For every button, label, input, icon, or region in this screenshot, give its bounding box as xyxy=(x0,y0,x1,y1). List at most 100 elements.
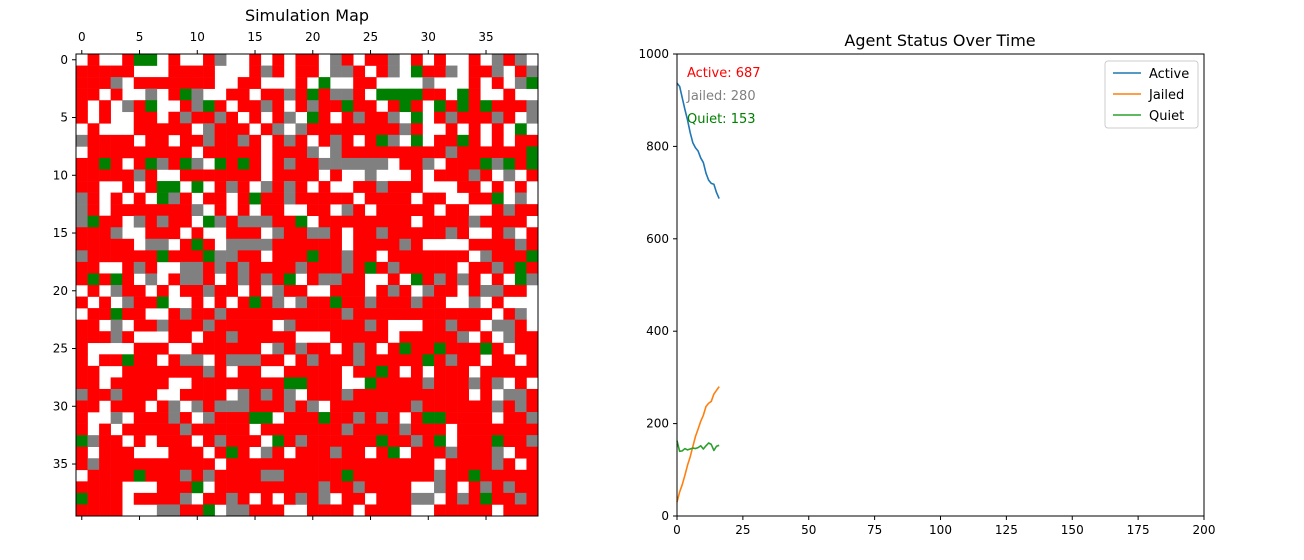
map-cell xyxy=(179,169,192,182)
map-cell xyxy=(318,388,331,401)
map-cell xyxy=(514,423,527,436)
map-cell xyxy=(445,134,458,147)
map-cell xyxy=(364,215,377,228)
map-cell xyxy=(191,181,204,193)
map-cell xyxy=(468,181,481,193)
map-cell xyxy=(191,88,204,101)
map-cell xyxy=(480,365,493,378)
map-cell xyxy=(214,181,227,193)
map-cell xyxy=(387,238,400,251)
map-cell xyxy=(145,377,158,390)
map-cell xyxy=(156,134,169,147)
map-cell xyxy=(434,388,446,401)
map-cell xyxy=(237,296,250,309)
map-cell xyxy=(445,412,458,424)
simulation-map-title: Simulation Map xyxy=(245,6,369,25)
map-cell xyxy=(376,238,389,251)
map-cell xyxy=(110,169,123,182)
map-cell xyxy=(179,192,192,205)
map-cell xyxy=(76,192,88,205)
map-cell xyxy=(237,77,250,89)
map-cell xyxy=(249,134,262,147)
map-cell xyxy=(307,319,319,332)
map-cell xyxy=(353,204,366,216)
map-cell xyxy=(145,146,158,159)
map-cell xyxy=(249,238,262,251)
map-cell xyxy=(295,261,308,274)
map-cell xyxy=(237,481,250,494)
map-cell xyxy=(445,400,458,413)
map-cell xyxy=(526,250,539,263)
map-cell xyxy=(341,250,354,263)
map-cell xyxy=(353,261,366,274)
map-cell xyxy=(191,469,204,482)
map-cell xyxy=(341,157,354,170)
map-cell xyxy=(87,319,100,332)
map-cell xyxy=(168,192,181,205)
map-cell xyxy=(203,365,215,378)
map-cell xyxy=(353,111,366,124)
map-cell xyxy=(156,146,169,159)
map-cell xyxy=(179,423,192,436)
legend-box xyxy=(1104,60,1199,129)
line-x-tick-label: 25 xyxy=(735,523,750,537)
map-cell xyxy=(76,227,88,240)
map-cell xyxy=(156,377,169,390)
line-x-tick-label: 175 xyxy=(1127,523,1150,537)
map-cell xyxy=(168,365,181,378)
map-cell xyxy=(422,273,435,286)
map-cell xyxy=(76,365,88,378)
map-cell xyxy=(307,88,319,101)
map-cell xyxy=(260,100,273,113)
map-cell xyxy=(214,157,227,170)
map-cell xyxy=(110,446,123,459)
map-cell xyxy=(399,204,412,216)
map-cell xyxy=(226,215,238,228)
map-cell xyxy=(226,435,238,447)
map-cell xyxy=(353,227,366,240)
map-cell xyxy=(503,504,516,517)
map-cell xyxy=(110,77,123,89)
map-cell xyxy=(203,458,215,471)
simulation-map-x-ticks: 0 5 10 15 20 25 30 35 xyxy=(78,30,494,520)
map-cell xyxy=(330,215,342,228)
map-cell xyxy=(526,273,539,286)
line-x-tick-label: 100 xyxy=(929,523,952,537)
map-cell xyxy=(341,388,354,401)
map-cell xyxy=(503,388,516,401)
map-cell xyxy=(145,492,158,505)
map-cell xyxy=(76,354,88,367)
map-cell xyxy=(445,65,458,78)
map-cell xyxy=(468,285,481,297)
map-cell xyxy=(422,146,435,159)
map-cell xyxy=(468,377,481,390)
map-cell xyxy=(526,435,539,447)
map-cell xyxy=(376,111,389,124)
map-cell xyxy=(341,285,354,297)
map-cell xyxy=(457,365,469,378)
map-cell xyxy=(364,388,377,401)
map-cell xyxy=(491,227,504,240)
map-cell xyxy=(145,365,158,378)
map-cell xyxy=(179,134,192,147)
map-cell xyxy=(514,192,527,205)
map-cell xyxy=(214,435,227,447)
map-cell xyxy=(203,123,215,136)
map-cell xyxy=(434,111,446,124)
map-cell xyxy=(410,446,423,459)
map-cell xyxy=(99,238,111,251)
map-cell xyxy=(179,250,192,263)
map-cell xyxy=(76,238,88,251)
agent-status-legend: Active Jailed Quiet xyxy=(1104,60,1199,129)
map-cell xyxy=(480,65,493,78)
map-cell xyxy=(307,100,319,113)
map-cell xyxy=(318,134,331,147)
map-cell xyxy=(76,435,88,447)
map-cell xyxy=(503,261,516,274)
map-cell xyxy=(341,446,354,459)
map-cell xyxy=(514,77,527,89)
map-cell xyxy=(410,412,423,424)
map-cell xyxy=(249,285,262,297)
map-cell xyxy=(295,215,308,228)
map-cell xyxy=(99,331,111,344)
